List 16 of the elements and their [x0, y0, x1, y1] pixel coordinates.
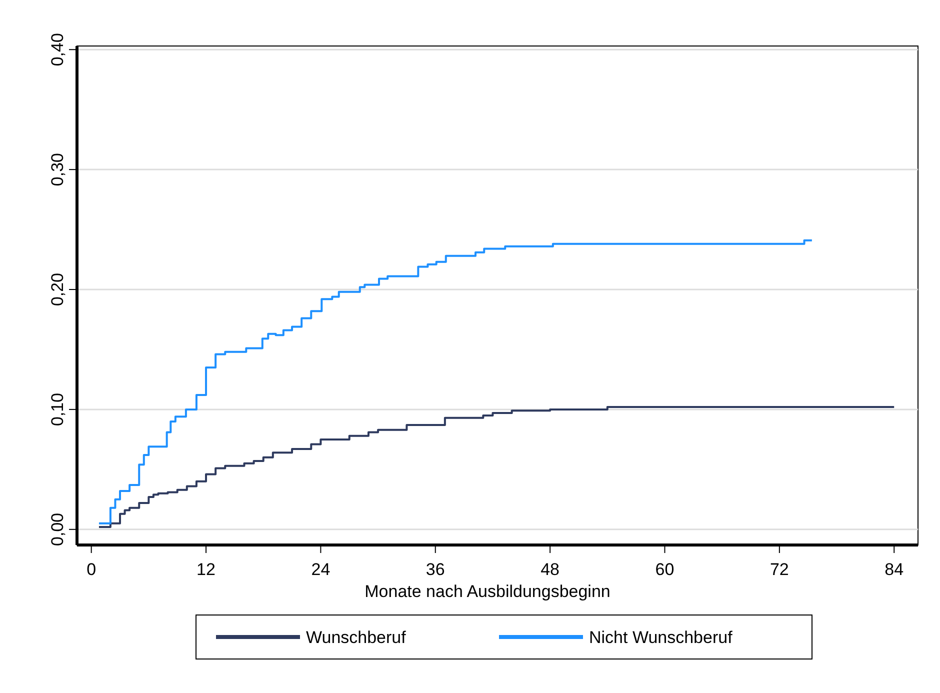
- y-tick-label: 0,30: [48, 153, 67, 186]
- x-tick-label: 48: [540, 560, 560, 579]
- x-tick-label: 36: [426, 560, 445, 579]
- x-tick-label: 0: [86, 560, 96, 579]
- x-tick-label: 60: [655, 560, 674, 579]
- legend-label: Nicht Wunschberuf: [589, 628, 733, 647]
- x-tick-label: 12: [196, 560, 216, 579]
- y-tick-label: 0,20: [48, 272, 67, 306]
- x-axis-title: Monate nach Ausbildungsbeginn: [364, 582, 610, 601]
- x-tick-label: 84: [884, 560, 904, 579]
- x-tick-label: 72: [770, 560, 789, 579]
- x-tick-label: 24: [311, 560, 330, 579]
- y-tick-label: 0,10: [48, 392, 67, 426]
- y-tick-label: 0,40: [48, 33, 67, 66]
- y-tick-label: 0,00: [48, 512, 67, 546]
- legend-label: Wunschberuf: [306, 628, 406, 647]
